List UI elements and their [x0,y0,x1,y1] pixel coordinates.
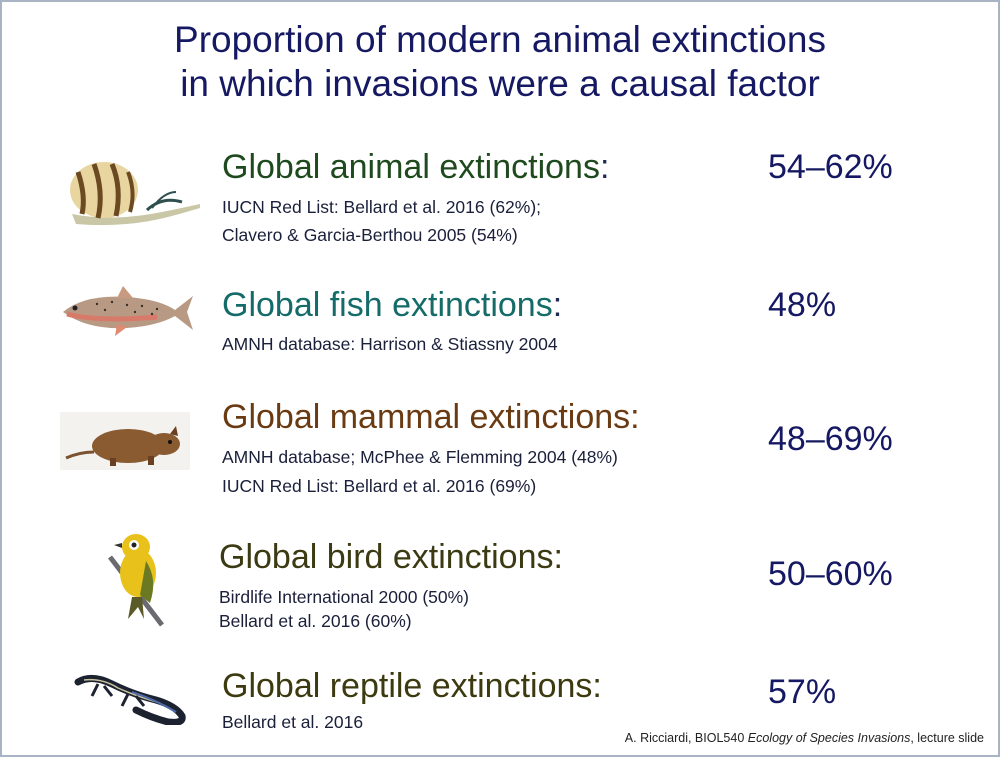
snail-icon [70,162,200,226]
source-line: Birdlife International 2000 (50%) [219,587,470,607]
percent-value: 48% [768,286,837,324]
trout-icon [63,286,193,336]
heading-text: Global animal extinctions [222,148,600,186]
heading-text: Global reptile extinctions: [222,667,602,705]
heading-colon: : [599,148,610,186]
row-heading-mammal: Global mammal extinctions: [222,397,640,437]
credit-suffix: , lecture slide [910,731,984,745]
credit-course: Ecology of Species Invasions [747,731,911,745]
source-line: Bellard et al. 2016 (60%) [219,611,412,631]
row-heading-animal: Global animal extinctions: [222,147,609,187]
heading-text: Global fish extinctions [222,286,553,324]
heading-text: Global mammal extinctions: [222,398,640,436]
lizard-icon [74,675,186,725]
rat-icon [60,412,190,470]
percent-value: 48–69% [768,420,893,458]
heading-text: Global bird extinctions: [219,538,563,576]
bird-icon [108,534,164,627]
source-line: AMNH database; McPhee & Flemming 2004 (4… [222,447,618,467]
row-heading-reptile: Global reptile extinctions: [222,666,602,706]
source-line: IUCN Red List: Bellard et al. 2016 (62%)… [222,197,542,217]
percent-value: 57% [768,673,837,711]
title-line-2: in which invasions were a causal factor [180,63,820,104]
title-line-1: Proportion of modern animal extinctions [174,19,826,60]
row-heading-bird: Global bird extinctions: [219,537,563,577]
percent-value: 54–62% [768,148,893,186]
slide-title: Proportion of modern animal extinctions … [2,18,998,106]
slide-credit: A. Ricciardi, BIOL540 Ecology of Species… [625,731,984,745]
percent-value: 50–60% [768,555,893,593]
credit-prefix: A. Ricciardi, BIOL540 [624,731,748,745]
source-line: AMNH database: Harrison & Stiassny 2004 [222,334,558,354]
source-line: Clavero & Garcia-Berthou 2005 (54%) [222,225,518,245]
row-heading-fish: Global fish extinctions: [222,285,562,325]
heading-colon: : [552,286,563,324]
source-line: Bellard et al. 2016 [222,712,364,732]
source-line: IUCN Red List: Bellard et al. 2016 (69%) [222,476,537,496]
